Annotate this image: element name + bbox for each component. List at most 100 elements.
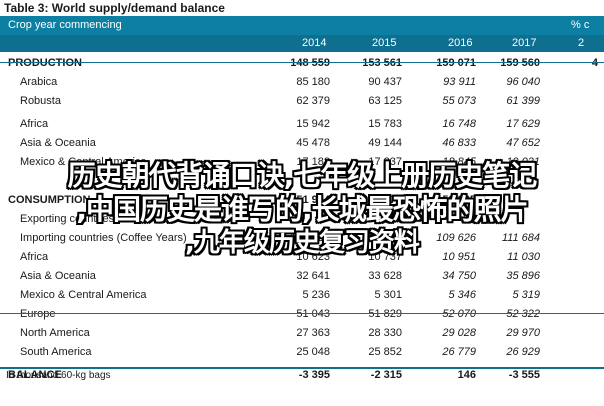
year-2014: 2014 <box>302 37 327 49</box>
header-row-crop-year: Crop year commencing % c <box>0 16 604 35</box>
table-row: PRODUCTION 148 559 153 561 159 071 159 560 4 <box>0 54 604 73</box>
table-title: Table 3: World supply/demand balance <box>4 1 225 15</box>
row-value-cell: 15 783 <box>368 118 402 130</box>
row-value-cell: 33 628 <box>368 270 402 282</box>
table-row: South America 25 048 25 852 26 779 26 929 <box>0 343 604 362</box>
row-value-cell: 5 319 <box>512 289 540 301</box>
row-value-cell: 111 684 <box>501 232 540 244</box>
row-value-cell: 25 048 <box>296 346 330 358</box>
row-value-cell: 61 399 <box>506 95 540 107</box>
row-value-cell: 62 379 <box>296 95 330 107</box>
row-value-cell: -3 555 <box>508 369 540 381</box>
row-value-cell: 5 346 <box>448 289 476 301</box>
row-value-cell: 146 <box>457 369 476 381</box>
overlay-text-line-1: 历史朝代背诵口诀,七年级上册历史笔记 <box>67 159 538 192</box>
overlay-text-line-3: ,九年级历史复习资料 <box>185 228 420 258</box>
row-value-cell: -3 395 <box>298 369 330 381</box>
row-value-cell: 159 560 <box>500 57 540 69</box>
table-row: Mexico & Central America 17 188 17 237 18 8… <box>0 153 604 172</box>
row-label: Europe <box>20 308 56 320</box>
table-row: Asia & Oceania 32 641 33 628 34 750 35 896 <box>0 267 604 286</box>
row-value-cell: 85 180 <box>296 76 330 88</box>
row-label: Mexico & Central America <box>20 156 147 168</box>
row-value-cell: 52 070 <box>442 308 476 320</box>
year-2015: 2015 <box>372 37 397 49</box>
row-value-cell: 15 942 <box>296 118 330 130</box>
row-value-cell: 17 188 <box>296 156 330 168</box>
header-row-years: 2014 2015 2016 2017 2 <box>0 35 604 52</box>
table-row: Arabica 85 180 90 437 93 911 96 040 <box>0 73 604 92</box>
row-label: Asia & Oceania <box>20 270 96 282</box>
table-row: Europe 51 043 51 829 52 070 52 322 <box>0 305 604 324</box>
row-value-cell: 103 621 <box>290 232 330 244</box>
row-value-cell: 28 330 <box>368 327 402 339</box>
row-value-cell: 10 623 <box>296 251 330 263</box>
row-value-cell: 158 925 <box>436 194 476 206</box>
row-value-cell: 90 437 <box>368 76 402 88</box>
table-row: CONSUMPTION 151 954 155 876 158 925 <box>0 191 604 210</box>
row-value-cell: 10 951 <box>442 251 476 263</box>
row-value-cell: 55 073 <box>442 95 476 107</box>
row-value-cell: 93 911 <box>443 76 476 88</box>
table-row: North America 27 363 28 330 29 028 29 970 <box>0 324 604 343</box>
row-value-cell: 155 876 <box>362 194 402 206</box>
table-row: Importing countries (Coffee Years) 103 62… <box>0 229 604 248</box>
table-row: Asia & Oceania 45 478 49 144 46 833 47 652 <box>0 134 604 153</box>
table-row: Robusta 62 379 63 125 55 073 61 399 <box>0 92 604 111</box>
row-value-cell: 34 750 <box>442 270 476 282</box>
row-label: Africa <box>20 118 49 130</box>
year-partial: 2 <box>578 37 585 49</box>
row-value-cell: 47 652 <box>506 137 540 149</box>
row-label: Mexico & Central America <box>20 289 147 301</box>
row-value-cell: 29 970 <box>506 327 540 339</box>
row-value-cell: 107 159 <box>362 232 402 244</box>
overlay-text-line-2: ,中国历史是谁写的,长城最恐怖的照片 <box>76 193 528 226</box>
row-label: Asia & Oceania <box>20 137 96 149</box>
row-value-cell: 159 071 <box>436 57 476 69</box>
row-value-cell: 51 043 <box>296 308 330 320</box>
row-value-cell: 26 779 <box>442 346 476 358</box>
row-value-cell: 11 030 <box>507 251 540 263</box>
row-label: South America <box>20 346 92 358</box>
row-value-cell: 148 559 <box>290 57 330 69</box>
row-value-cell: 109 626 <box>436 232 476 244</box>
row-label: Africa <box>20 251 49 263</box>
row-value-cell: 51 829 <box>368 308 402 320</box>
row-value-cell: 17 237 <box>368 156 402 168</box>
row-label: Importing countries (Coffee Years) <box>20 232 187 244</box>
row-value-cell: 96 040 <box>506 76 540 88</box>
row-value-cell: 27 363 <box>296 327 330 339</box>
row-value-cell: 45 478 <box>296 137 330 149</box>
table-divider <box>0 62 604 63</box>
row-value-cell: 52 322 <box>506 308 540 320</box>
row-value-cell: 35 896 <box>506 270 540 282</box>
row-value-cell: 63 125 <box>368 95 402 107</box>
row-label: North America <box>20 327 90 339</box>
year-2017: 2017 <box>512 37 537 49</box>
row-value-cell: 5 236 <box>302 289 330 301</box>
row-label: Arabica <box>20 76 58 88</box>
row-label: Robusta <box>20 95 61 107</box>
row-label: BALANCE <box>8 369 62 381</box>
table-row: BALANCE -3 395 -2 315 146 -3 555 <box>0 366 604 385</box>
pct-change-label: % c <box>571 19 590 31</box>
table-row: Africa 10 623 10 737 10 951 11 030 <box>0 248 604 267</box>
year-2016: 2016 <box>448 37 473 49</box>
row-label: CONSUMPTION <box>8 194 91 206</box>
table-divider <box>0 367 604 369</box>
crop-year-label: Crop year commencing <box>8 19 122 31</box>
row-label: Exporting countries <box>20 213 115 225</box>
row-value-cell: 46 833 <box>442 137 476 149</box>
row-value-cell: 49 144 <box>368 137 402 149</box>
row-value-cell: 151 954 <box>290 194 330 206</box>
footnote: In thousand 60-kg bags <box>6 370 111 381</box>
row-value-cell: 29 028 <box>442 327 476 339</box>
row-value-cell: 16 748 <box>442 118 476 130</box>
table-divider <box>0 313 604 314</box>
row-value-cell: 26 929 <box>506 346 540 358</box>
row-value-cell: 19 021 <box>506 156 540 168</box>
row-value-cell: 10 737 <box>368 251 402 263</box>
row-value-cell: 32 641 <box>296 270 330 282</box>
table-row: Africa 15 942 15 783 16 748 17 629 <box>0 115 604 134</box>
row-value-cell: 17 629 <box>506 118 540 130</box>
